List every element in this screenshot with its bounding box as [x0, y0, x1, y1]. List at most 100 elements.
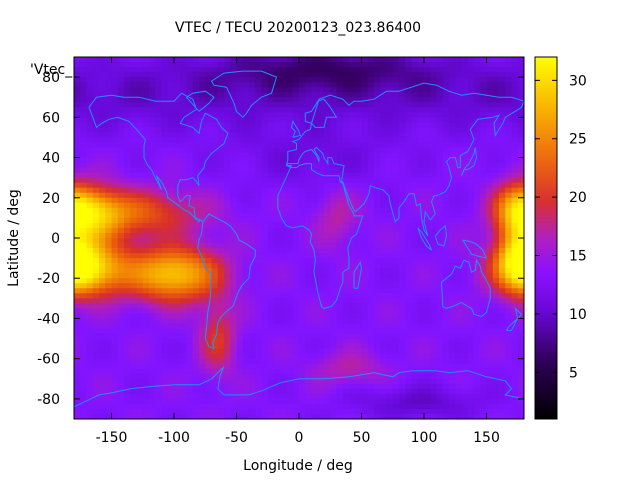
heat-cell	[180, 162, 188, 169]
heat-cell	[436, 147, 444, 154]
heat-cell	[299, 308, 306, 315]
heat-cell	[305, 67, 313, 73]
heat-cell	[117, 333, 125, 340]
heat-cell	[336, 388, 344, 395]
heat-cell	[411, 238, 419, 244]
heat-cell	[480, 348, 488, 355]
heat-cell	[449, 222, 456, 229]
heat-cell	[142, 107, 150, 113]
heat-cell	[292, 253, 300, 259]
heat-cell	[324, 117, 331, 123]
heat-cell	[161, 378, 169, 385]
heat-cell	[361, 353, 369, 360]
heat-cell	[199, 298, 206, 304]
heat-cell	[417, 77, 425, 83]
heat-cell	[261, 192, 269, 199]
heat-cell	[349, 142, 356, 149]
heat-cell	[486, 253, 494, 259]
heat-cell	[317, 238, 325, 244]
heat-cell	[455, 137, 463, 144]
heat-cell	[242, 122, 250, 128]
heat-cell	[167, 232, 175, 239]
heat-cell	[449, 137, 456, 144]
heat-cell	[161, 187, 169, 194]
heat-cell	[299, 217, 306, 224]
heat-cell	[324, 87, 331, 93]
heat-cell	[224, 162, 231, 169]
heat-cell	[255, 137, 263, 144]
heat-cell	[267, 82, 275, 88]
heat-cell	[155, 318, 163, 325]
heat-cell	[130, 67, 138, 73]
heat-cell	[311, 217, 319, 224]
heat-cell	[355, 102, 363, 108]
heat-cell	[99, 293, 106, 299]
heat-cell	[211, 97, 219, 103]
heat-cell	[424, 328, 431, 335]
heat-cell	[117, 298, 125, 304]
heat-cell	[455, 373, 463, 380]
heat-cell	[86, 338, 94, 345]
heat-cell	[255, 127, 263, 134]
heat-cell	[267, 57, 275, 63]
heat-cell	[261, 222, 269, 229]
heat-cell	[86, 122, 94, 128]
heat-cell	[430, 142, 438, 149]
heat-cell	[374, 127, 381, 134]
heat-cell	[286, 348, 294, 355]
heat-cell	[436, 217, 444, 224]
heat-cell	[442, 263, 450, 269]
heat-cell	[180, 217, 188, 224]
heat-cell	[174, 328, 181, 335]
heat-cell	[230, 268, 238, 274]
heat-cell	[317, 137, 325, 144]
heat-cell	[255, 263, 263, 269]
heat-cell	[267, 187, 275, 194]
heat-cell	[255, 162, 263, 169]
heat-cell	[499, 122, 506, 128]
heat-cell	[311, 278, 319, 284]
heat-cell	[461, 293, 469, 299]
heat-cell	[199, 238, 206, 244]
heat-cell	[142, 172, 150, 179]
heat-cell	[267, 303, 275, 309]
heat-cell	[461, 298, 469, 304]
heat-cell	[286, 62, 294, 68]
heat-cell	[180, 227, 188, 234]
heat-cell	[380, 162, 388, 169]
heat-cell	[236, 122, 244, 128]
heat-cell	[80, 403, 88, 410]
heat-cell	[117, 147, 125, 154]
heat-cell	[317, 333, 325, 340]
heat-cell	[105, 182, 113, 189]
heat-cell	[367, 157, 375, 164]
heat-cell	[167, 263, 175, 269]
heat-cell	[155, 62, 163, 68]
heat-cell	[336, 187, 344, 194]
heat-cell	[249, 97, 256, 103]
heat-cell	[230, 172, 238, 179]
heat-cell	[305, 207, 313, 214]
heat-cell	[405, 142, 413, 149]
heat-cell	[399, 132, 406, 139]
heat-cell	[280, 313, 288, 320]
heat-cell	[124, 368, 131, 375]
heat-cell	[480, 283, 488, 289]
heat-cell	[192, 167, 200, 174]
heat-cell	[330, 152, 338, 159]
heat-cell	[411, 388, 419, 395]
heat-cell	[274, 222, 281, 229]
heat-cell	[461, 308, 469, 315]
heat-cell	[230, 177, 238, 184]
heat-cell	[224, 197, 231, 204]
heat-cell	[192, 152, 200, 159]
heat-cell	[255, 57, 263, 63]
heat-cell	[449, 328, 456, 335]
heat-cell	[230, 368, 238, 375]
heat-cell	[486, 132, 494, 139]
heat-cell	[367, 57, 375, 63]
heat-cell	[205, 403, 213, 410]
heat-cell	[342, 217, 350, 224]
heat-cell	[267, 353, 275, 360]
heat-cell	[505, 253, 513, 259]
